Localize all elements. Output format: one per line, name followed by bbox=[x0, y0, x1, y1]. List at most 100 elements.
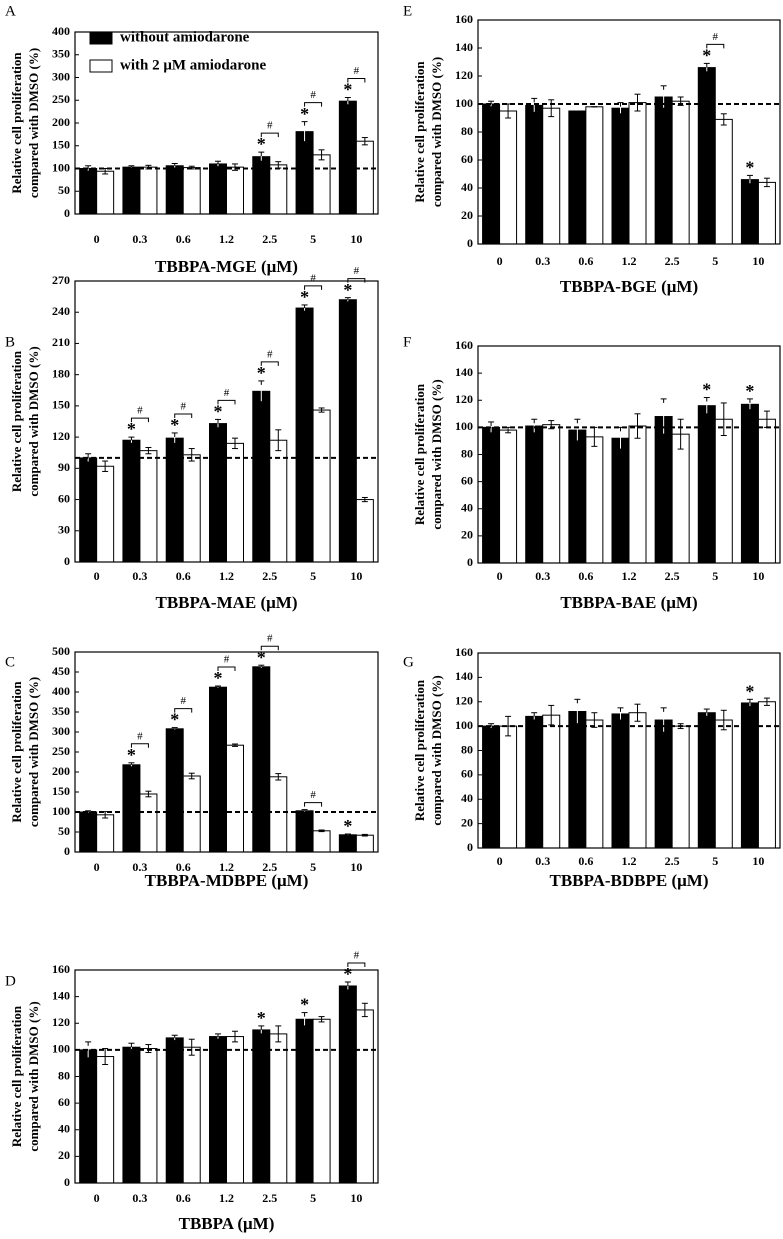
bar bbox=[295, 307, 314, 563]
error-bar bbox=[232, 1030, 238, 1043]
x-axis-label: TBBPA-BGE (μM) bbox=[560, 277, 698, 296]
bar bbox=[312, 154, 331, 215]
x-tick-label: 10 bbox=[350, 860, 362, 874]
significance-bracket bbox=[130, 743, 149, 748]
error-bar bbox=[617, 707, 624, 721]
x-tick-label: 2.5 bbox=[262, 860, 277, 874]
bar bbox=[182, 775, 201, 853]
bar bbox=[312, 830, 331, 853]
error-bar bbox=[591, 712, 598, 728]
y-tick-label: 100 bbox=[52, 804, 70, 818]
significance-bracket bbox=[174, 413, 193, 418]
plot-frame bbox=[477, 345, 781, 564]
y-axis-label: Relative cell proliferation bbox=[412, 383, 427, 525]
y-tick-label: 120 bbox=[455, 68, 473, 82]
significance-hash: # bbox=[137, 405, 143, 417]
x-tick-label: 0.6 bbox=[176, 1191, 191, 1205]
x-tick-label: 5 bbox=[310, 569, 316, 583]
x-tick-label: 10 bbox=[350, 569, 362, 583]
y-tick-label: 160 bbox=[455, 338, 473, 352]
error-bar bbox=[102, 1048, 109, 1066]
bar bbox=[611, 107, 630, 245]
y-axis-label: compared with DMSO (%) bbox=[26, 346, 41, 496]
y-tick-label: 200 bbox=[52, 115, 70, 129]
bar bbox=[226, 442, 244, 563]
y-tick-label: 80 bbox=[58, 1068, 70, 1082]
bar bbox=[338, 299, 357, 563]
plot-frame bbox=[74, 651, 379, 853]
bar bbox=[654, 719, 673, 849]
error-bar bbox=[188, 772, 195, 780]
significance-bracket bbox=[260, 132, 279, 138]
error-bar bbox=[318, 149, 325, 161]
panel-label: C bbox=[5, 654, 15, 670]
error-bar bbox=[634, 703, 641, 722]
x-tick-label: 2.5 bbox=[665, 569, 680, 583]
y-tick-label: 20 bbox=[58, 1148, 70, 1162]
bar bbox=[338, 834, 357, 853]
bar bbox=[209, 1036, 227, 1184]
bar bbox=[355, 140, 374, 215]
bar bbox=[671, 100, 690, 245]
x-tick-label: 0.6 bbox=[176, 569, 191, 583]
bar bbox=[757, 701, 776, 849]
y-tick-label: 50 bbox=[58, 824, 70, 838]
plot-frame bbox=[477, 652, 781, 849]
significance-star: * bbox=[257, 363, 266, 383]
bar bbox=[122, 764, 141, 853]
error-bar bbox=[85, 1041, 92, 1059]
significance-bracket bbox=[304, 102, 323, 107]
error-bar bbox=[85, 810, 92, 814]
panel-label: F bbox=[403, 334, 411, 350]
error-bar bbox=[171, 432, 178, 444]
bar bbox=[499, 110, 518, 245]
error-bar bbox=[171, 727, 178, 731]
significance-hash: # bbox=[713, 31, 719, 43]
error-bar bbox=[85, 453, 92, 463]
error-bar bbox=[102, 460, 109, 472]
y-tick-label: 40 bbox=[461, 791, 473, 805]
y-axis-label: Relative cell proliferation bbox=[412, 61, 427, 203]
bar bbox=[654, 416, 673, 564]
y-tick-label: 240 bbox=[52, 304, 70, 318]
y-tick-label: 60 bbox=[461, 767, 473, 781]
y-axis-label: Relative cell proliferation bbox=[9, 350, 24, 492]
bar bbox=[714, 418, 733, 564]
bar bbox=[568, 711, 587, 849]
legend-swatch bbox=[89, 31, 113, 45]
bar bbox=[525, 104, 544, 245]
error-bar bbox=[361, 1002, 368, 1018]
significance-star: * bbox=[214, 402, 223, 422]
bar bbox=[139, 1048, 158, 1184]
x-tick-label: 0.3 bbox=[535, 854, 550, 868]
y-axis-label: Relative cell proliferation bbox=[9, 681, 24, 823]
error-bar bbox=[232, 743, 238, 747]
x-tick-label: 1.2 bbox=[622, 569, 637, 583]
significance-star: * bbox=[257, 134, 266, 154]
y-tick-label: 80 bbox=[461, 446, 473, 460]
y-tick-label: 50 bbox=[58, 183, 70, 197]
bar bbox=[671, 725, 690, 849]
error-bar bbox=[215, 685, 221, 689]
y-tick-label: 300 bbox=[52, 69, 70, 83]
error-bar bbox=[145, 1044, 152, 1054]
y-tick-label: 80 bbox=[461, 742, 473, 756]
error-bar bbox=[318, 829, 325, 833]
y-axis-label: compared with DMSO (%) bbox=[429, 675, 444, 825]
significance-star: * bbox=[745, 158, 754, 178]
y-axis-label: Relative cell proliferation bbox=[9, 1005, 24, 1147]
bar bbox=[252, 390, 271, 563]
significance-bracket bbox=[347, 78, 366, 83]
y-tick-label: 150 bbox=[52, 138, 70, 152]
y-tick-label: 20 bbox=[461, 208, 473, 222]
error-bar bbox=[531, 97, 538, 113]
y-tick-label: 100 bbox=[455, 419, 473, 433]
y-tick-label: 0 bbox=[467, 236, 473, 250]
y-tick-label: 0 bbox=[467, 840, 473, 854]
bar bbox=[697, 67, 716, 245]
bar bbox=[312, 1018, 331, 1184]
y-tick-label: 40 bbox=[461, 180, 473, 194]
significance-star: * bbox=[702, 46, 711, 66]
bar bbox=[182, 1046, 201, 1184]
x-tick-label: 1.2 bbox=[622, 854, 637, 868]
